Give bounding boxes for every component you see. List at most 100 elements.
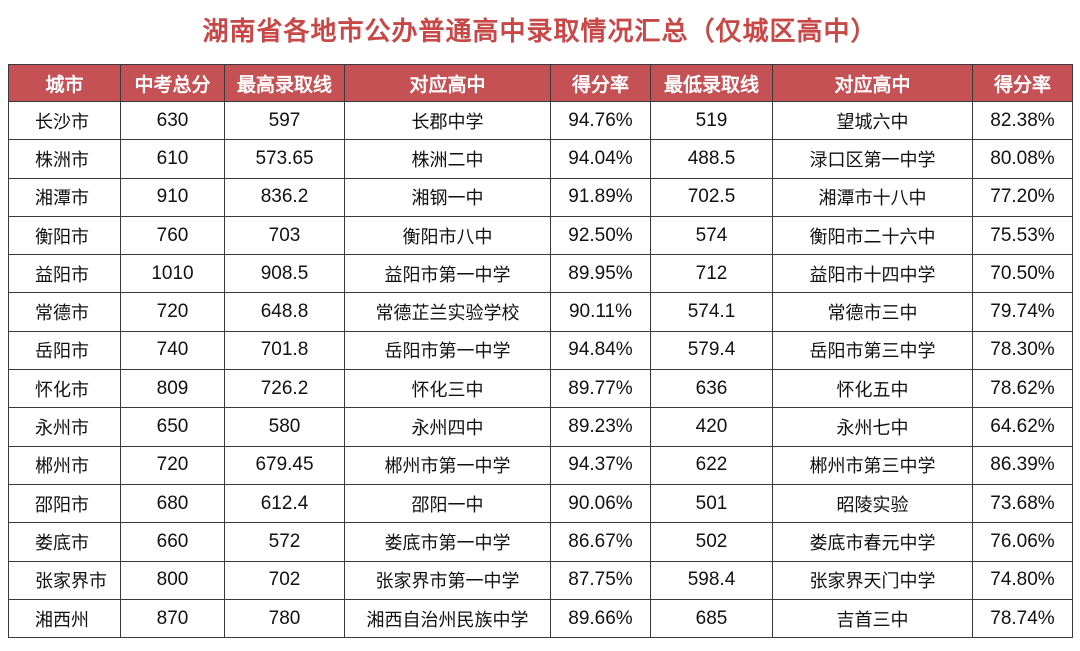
cell-min-rate: 86.39% — [972, 445, 1073, 485]
cell-max-rate: 94.84% — [550, 330, 651, 371]
table-row: 益阳市 1010 908.5 益阳市第一中学 89.95% 712 益阳市十四中学 70.50… — [8, 254, 1073, 294]
header-city: 城市 — [8, 64, 121, 102]
cell-min-line: 501 — [650, 483, 773, 524]
cell-min-line: 420 — [650, 407, 773, 447]
cell-max-school: 长郡中学 — [344, 100, 551, 141]
table-row: 岳阳市 740 701.8 岳阳市第一中学 94.84% 579.4 岳阳市第三中学 78.3… — [8, 330, 1073, 371]
cell-min-rate: 77.20% — [972, 177, 1073, 217]
cell-min-rate: 78.74% — [972, 598, 1073, 639]
cell-min-school: 张家界天门中学 — [772, 560, 973, 600]
header-total-score: 中考总分 — [120, 64, 225, 102]
cell-city: 益阳市 — [8, 254, 121, 294]
cell-max-line: 703 — [224, 215, 345, 256]
cell-max-line: 679.45 — [224, 445, 345, 485]
cell-max-school: 郴州市第一中学 — [344, 445, 551, 485]
cell-total-score: 1010 — [120, 254, 225, 294]
cell-min-line: 488.5 — [650, 139, 773, 179]
cell-city: 永州市 — [8, 407, 121, 447]
cell-max-rate: 94.04% — [550, 139, 651, 179]
cell-total-score: 870 — [120, 598, 225, 639]
cell-min-line: 598.4 — [650, 560, 773, 600]
cell-city: 湘西州 — [8, 598, 121, 639]
table-row: 永州市 650 580 永州四中 89.23% 420 永州七中 64.62% — [8, 407, 1073, 447]
cell-min-school: 岳阳市第三中学 — [772, 330, 973, 371]
cell-min-line: 685 — [650, 598, 773, 639]
header-max-line: 最高录取线 — [224, 64, 345, 102]
cell-city: 湘潭市 — [8, 177, 121, 217]
cell-min-line: 702.5 — [650, 177, 773, 217]
cell-max-line: 726.2 — [224, 369, 345, 409]
cell-total-score: 910 — [120, 177, 225, 217]
cell-city: 株洲市 — [8, 139, 121, 179]
header-min-line: 最低录取线 — [650, 64, 773, 102]
cell-min-school: 吉首三中 — [772, 598, 973, 639]
cell-min-school: 郴州市第三中学 — [772, 445, 973, 485]
cell-city: 长沙市 — [8, 100, 121, 141]
cell-city: 怀化市 — [8, 369, 121, 409]
table-row: 长沙市 630 597 长郡中学 94.76% 519 望城六中 82.38% — [8, 100, 1073, 141]
cell-max-school: 永州四中 — [344, 407, 551, 447]
cell-min-rate: 82.38% — [972, 100, 1073, 141]
cell-max-line: 572 — [224, 522, 345, 562]
table-row: 株洲市 610 573.65 株洲二中 94.04% 488.5 渌口区第一中学 80.08% — [8, 139, 1073, 179]
cell-max-school: 怀化三中 — [344, 369, 551, 409]
cell-max-line: 701.8 — [224, 330, 345, 371]
cell-max-rate: 90.11% — [550, 292, 651, 332]
cell-max-school: 株洲二中 — [344, 139, 551, 179]
cell-min-line: 519 — [650, 100, 773, 141]
cell-max-rate: 94.76% — [550, 100, 651, 141]
cell-min-school: 常德市三中 — [772, 292, 973, 332]
table-header-row: 城市 中考总分 最高录取线 对应高中 得分率 最低录取线 对应高中 得分率 — [8, 64, 1073, 102]
table-row: 娄底市 660 572 娄底市第一中学 86.67% 502 娄底市春元中学 76.06% — [8, 522, 1073, 562]
cell-total-score: 610 — [120, 139, 225, 179]
header-min-rate: 得分率 — [972, 64, 1073, 102]
cell-max-school: 岳阳市第一中学 — [344, 330, 551, 371]
header-max-rate: 得分率 — [550, 64, 651, 102]
cell-min-rate: 80.08% — [972, 139, 1073, 179]
cell-min-school: 怀化五中 — [772, 369, 973, 409]
table-row: 湘西州 870 780 湘西自治州民族中学 89.66% 685 吉首三中 78.74% — [8, 598, 1073, 639]
cell-max-school: 湘钢一中 — [344, 177, 551, 217]
cell-total-score: 630 — [120, 100, 225, 141]
table-row: 衡阳市 760 703 衡阳市八中 92.50% 574 衡阳市二十六中 75.53% — [8, 215, 1073, 256]
cell-max-rate: 91.89% — [550, 177, 651, 217]
cell-city: 邵阳市 — [8, 483, 121, 524]
table-row: 怀化市 809 726.2 怀化三中 89.77% 636 怀化五中 78.62% — [8, 369, 1073, 409]
cell-min-rate: 79.74% — [972, 292, 1073, 332]
cell-city: 岳阳市 — [8, 330, 121, 371]
cell-max-line: 702 — [224, 560, 345, 600]
cell-city: 郴州市 — [8, 445, 121, 485]
cell-max-rate: 92.50% — [550, 215, 651, 256]
cell-max-school: 湘西自治州民族中学 — [344, 598, 551, 639]
cell-total-score: 680 — [120, 483, 225, 524]
cell-total-score: 720 — [120, 445, 225, 485]
cell-min-line: 502 — [650, 522, 773, 562]
admission-table: 城市 中考总分 最高录取线 对应高中 得分率 最低录取线 对应高中 得分率 长沙市 630 597… — [8, 64, 1073, 639]
cell-min-school: 衡阳市二十六中 — [772, 215, 973, 256]
cell-total-score: 809 — [120, 369, 225, 409]
cell-city: 衡阳市 — [8, 215, 121, 256]
cell-min-rate: 74.80% — [972, 560, 1073, 600]
cell-max-school: 邵阳一中 — [344, 483, 551, 524]
table-row: 常德市 720 648.8 常德芷兰实验学校 90.11% 574.1 常德市三中 79.74… — [8, 292, 1073, 332]
cell-min-line: 636 — [650, 369, 773, 409]
cell-min-school: 湘潭市十八中 — [772, 177, 973, 217]
cell-min-school: 娄底市春元中学 — [772, 522, 973, 562]
cell-min-rate: 73.68% — [972, 483, 1073, 524]
cell-min-rate: 64.62% — [972, 407, 1073, 447]
cell-total-score: 720 — [120, 292, 225, 332]
cell-total-score: 800 — [120, 560, 225, 600]
cell-min-line: 622 — [650, 445, 773, 485]
cell-max-line: 612.4 — [224, 483, 345, 524]
cell-max-line: 836.2 — [224, 177, 345, 217]
cell-min-line: 574 — [650, 215, 773, 256]
cell-min-rate: 78.62% — [972, 369, 1073, 409]
cell-min-line: 712 — [650, 254, 773, 294]
cell-min-school: 望城六中 — [772, 100, 973, 141]
cell-city: 张家界市 — [8, 560, 121, 600]
cell-max-line: 573.65 — [224, 139, 345, 179]
cell-max-rate: 89.66% — [550, 598, 651, 639]
cell-max-rate: 89.77% — [550, 369, 651, 409]
cell-min-line: 574.1 — [650, 292, 773, 332]
cell-min-rate: 76.06% — [972, 522, 1073, 562]
